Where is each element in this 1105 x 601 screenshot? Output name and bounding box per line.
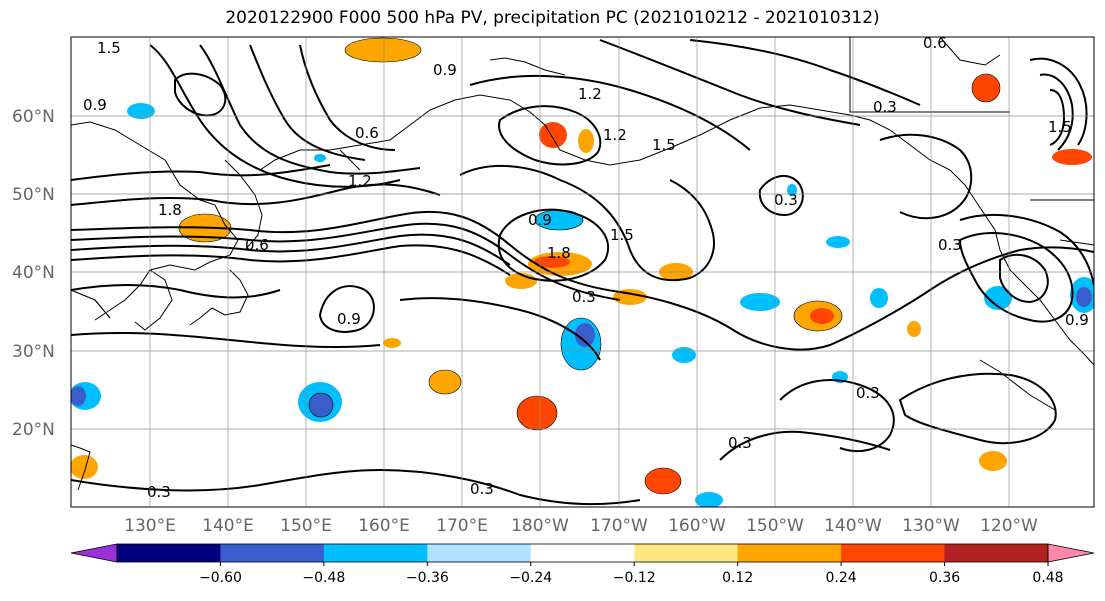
precip-positive-shading bbox=[71, 37, 1092, 495]
lat-label: 60°N bbox=[12, 107, 55, 127]
contour-label: 0.3 bbox=[774, 191, 798, 209]
contour-label: 0.6 bbox=[245, 236, 269, 254]
map-frame bbox=[70, 36, 1095, 508]
contour-label: 0.3 bbox=[873, 98, 897, 116]
longitude-labels: 130°E 140°E 150°E 160°E 170°E 180°W 170°… bbox=[124, 516, 1038, 536]
contour-label: 0.3 bbox=[572, 288, 596, 306]
contour-label: 0.9 bbox=[337, 310, 361, 328]
contour-label: 0.3 bbox=[856, 384, 880, 402]
colorbar: −0.60 −0.48 −0.36 −0.24 −0.12 0.12 0.24 0.36 0.4… bbox=[70, 543, 1095, 586]
contour-label: 1.5 bbox=[1048, 118, 1072, 136]
colorbar-tick-label: 0.48 bbox=[1032, 570, 1063, 586]
contour-label: 0.3 bbox=[728, 434, 752, 452]
colorbar-tick-label: −0.48 bbox=[302, 570, 345, 586]
contour-label: 0.6 bbox=[355, 124, 379, 142]
contour-label: 0.9 bbox=[1065, 311, 1089, 329]
colorbar-swatches bbox=[70, 543, 1095, 563]
pv-contours-thin bbox=[71, 289, 111, 319]
colorbar-tick-label: −0.36 bbox=[406, 570, 449, 586]
lon-label: 130°E bbox=[124, 516, 176, 536]
colorbar-swatch bbox=[530, 544, 635, 562]
lon-label: 130°W bbox=[902, 516, 960, 536]
contour-label: 0.6 bbox=[923, 34, 947, 52]
colorbar-swatch bbox=[634, 544, 739, 562]
pv-contours bbox=[71, 39, 1094, 506]
colorbar-frame bbox=[116, 543, 1049, 563]
colorbar-tick-label: 0.12 bbox=[722, 570, 753, 586]
lon-label: 140°W bbox=[824, 516, 882, 536]
contour-label: 0.3 bbox=[147, 483, 171, 501]
lon-label: 170°W bbox=[590, 516, 648, 536]
lon-label: 150°W bbox=[746, 516, 804, 536]
contour-label: 1.2 bbox=[603, 126, 627, 144]
colorbar-ticks: −0.60 −0.48 −0.36 −0.24 −0.12 0.12 0.24 0.36 0.4… bbox=[199, 562, 1064, 586]
lat-label: 50°N bbox=[12, 185, 55, 205]
map-title: 2020122900 F000 500 hPa PV, precipitatio… bbox=[225, 8, 880, 28]
contour-label: 0.9 bbox=[83, 96, 107, 114]
colorbar-tick-label: −0.60 bbox=[199, 570, 242, 586]
lon-label: 160°W bbox=[668, 516, 726, 536]
colorbar-tick-label: 0.36 bbox=[929, 570, 960, 586]
lon-label: 180°W bbox=[511, 516, 569, 536]
contour-label: 1.5 bbox=[610, 226, 634, 244]
contour-label: 1.2 bbox=[348, 172, 372, 190]
lat-label: 20°N bbox=[12, 420, 55, 440]
lon-label: 120°W bbox=[980, 516, 1038, 536]
lat-label: 40°N bbox=[12, 263, 55, 283]
contour-labels: 1.5 0.9 1.2 0.6 1.8 0.3 0.9 1.8 1.5 0.3 … bbox=[83, 34, 1089, 501]
contour-label: 1.2 bbox=[578, 85, 602, 103]
contour-label: 0.3 bbox=[470, 480, 494, 498]
lon-label: 170°E bbox=[436, 516, 488, 536]
colorbar-tick-label: −0.24 bbox=[509, 570, 552, 586]
lon-label: 150°E bbox=[280, 516, 332, 536]
contour-label: 1.5 bbox=[97, 39, 121, 57]
colorbar-swatch bbox=[220, 544, 325, 562]
colorbar-extend-high bbox=[1047, 543, 1095, 563]
gridlines bbox=[71, 37, 1094, 507]
colorbar-swatch bbox=[944, 544, 1049, 562]
colorbar-swatch bbox=[737, 544, 842, 562]
contour-label: 0.3 bbox=[938, 236, 962, 254]
contour-label: 1.8 bbox=[547, 244, 571, 262]
colorbar-extend-low bbox=[70, 543, 118, 563]
contour-label: 1.5 bbox=[652, 136, 676, 154]
colorbar-tick-label: 0.24 bbox=[826, 570, 857, 586]
colorbar-tick-label: −0.12 bbox=[613, 570, 656, 586]
colorbar-swatch bbox=[117, 544, 221, 562]
precip-negative-shading bbox=[71, 103, 1094, 507]
latitude-labels: 60°N 50°N 40°N 30°N 20°N bbox=[12, 107, 55, 440]
contour-label: 1.8 bbox=[158, 201, 182, 219]
contour-label: 0.9 bbox=[433, 61, 457, 79]
lon-label: 160°E bbox=[358, 516, 410, 536]
lat-label: 30°N bbox=[12, 342, 55, 362]
lon-label: 140°E bbox=[202, 516, 254, 536]
colorbar-swatch bbox=[427, 544, 532, 562]
colorbar-swatch bbox=[841, 544, 946, 562]
colorbar-swatch bbox=[323, 544, 428, 562]
